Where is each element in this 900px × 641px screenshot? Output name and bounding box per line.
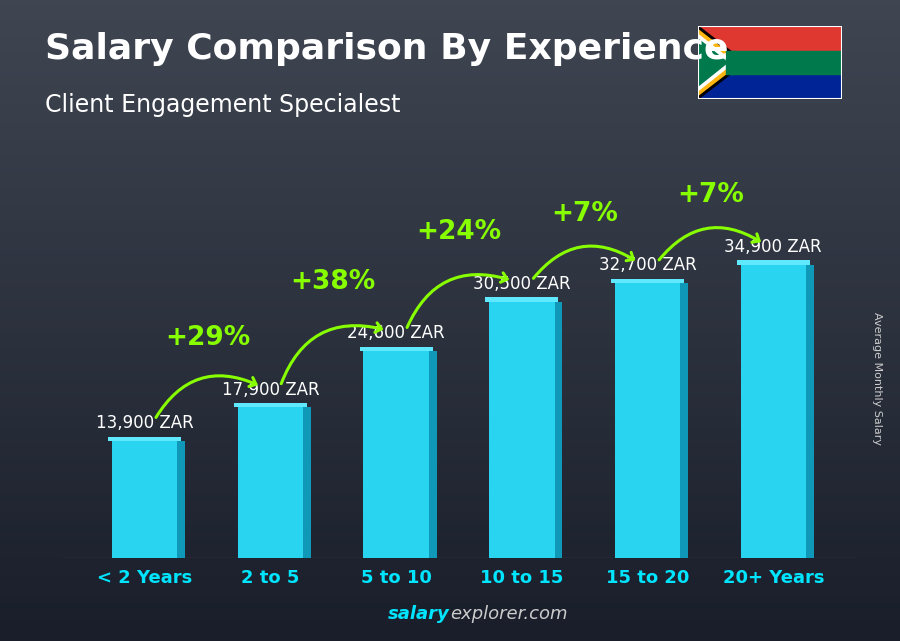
Bar [806,265,814,558]
Bar [238,408,303,558]
Bar [736,63,842,92]
Bar [741,265,806,558]
Bar [726,51,842,74]
Bar [112,441,177,558]
Bar [737,260,810,265]
Text: +29%: +29% [165,325,250,351]
Text: 32,700 ZAR: 32,700 ZAR [598,256,697,274]
Bar [485,297,559,302]
Polygon shape [698,26,745,99]
Bar [108,437,181,441]
Polygon shape [698,34,733,91]
Bar [554,302,562,558]
Text: +7%: +7% [677,182,744,208]
Polygon shape [698,29,741,96]
Polygon shape [698,38,727,87]
Bar [177,441,185,558]
Bar [736,33,842,62]
Text: +7%: +7% [552,201,618,227]
Text: +38%: +38% [291,269,376,295]
Bar [680,283,688,558]
Text: +24%: +24% [417,219,501,246]
Bar [611,279,684,283]
Text: 17,900 ZAR: 17,900 ZAR [221,381,320,399]
Text: 34,900 ZAR: 34,900 ZAR [724,238,822,256]
Text: Salary Comparison By Experience: Salary Comparison By Experience [45,32,728,66]
Text: 13,900 ZAR: 13,900 ZAR [95,414,194,432]
Bar [490,302,554,558]
Bar [359,347,433,351]
Text: salary: salary [388,605,450,623]
Bar [234,403,307,408]
Text: Average Monthly Salary: Average Monthly Salary [872,312,883,445]
Text: explorer.com: explorer.com [450,605,568,623]
Bar [698,51,842,74]
Text: 30,500 ZAR: 30,500 ZAR [473,275,571,293]
Bar [615,283,680,558]
Bar [428,351,436,558]
Bar [698,62,842,99]
Text: Client Engagement Specialest: Client Engagement Specialest [45,93,400,117]
Bar [303,408,311,558]
Text: 24,600 ZAR: 24,600 ZAR [347,324,445,342]
Bar [364,351,428,558]
Bar [698,26,842,62]
